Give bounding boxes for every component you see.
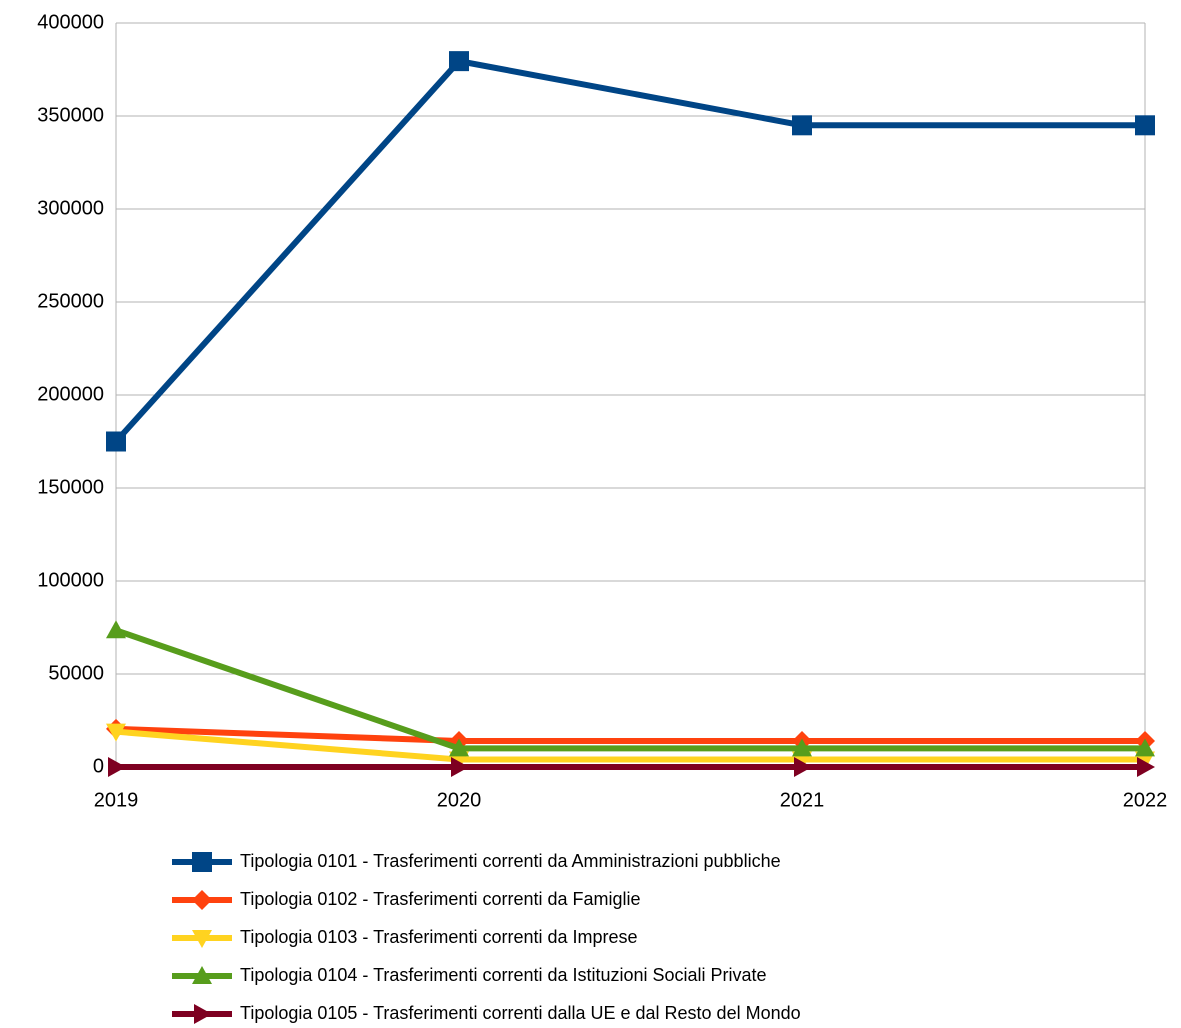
marker — [451, 757, 469, 777]
x-tick-label: 2020 — [437, 789, 482, 811]
series-line — [115, 627, 1145, 752]
series-line — [115, 728, 1145, 763]
y-tick-label: 300000 — [37, 197, 104, 219]
marker — [449, 51, 469, 72]
y-tick-label: 350000 — [37, 104, 104, 126]
marker — [792, 115, 812, 136]
marker — [192, 890, 212, 910]
y-tick-label: 150000 — [37, 476, 104, 498]
legend-text: Tipologia 0104 - Trasferimenti correnti … — [240, 965, 767, 985]
marker — [192, 966, 212, 984]
marker — [794, 757, 812, 777]
marker — [1135, 115, 1155, 136]
marker — [192, 930, 212, 948]
legend-text: Tipologia 0102 - Trasferimenti correnti … — [240, 889, 641, 909]
legend-text: Tipologia 0103 - Trasferimenti correnti … — [240, 927, 638, 947]
marker — [106, 620, 126, 639]
legend-text: Tipologia 0105 - Trasferimenti correnti … — [240, 1003, 801, 1023]
x-tick-label: 2022 — [1123, 789, 1168, 811]
marker — [106, 723, 126, 742]
marker — [106, 431, 126, 452]
series-line — [113, 58, 1145, 444]
x-tick-label: 2021 — [780, 789, 825, 811]
legend-text: Tipologia 0101 - Trasferimenti correnti … — [240, 851, 781, 871]
marker — [192, 852, 212, 872]
y-tick-label: 200000 — [37, 383, 104, 405]
marker — [1137, 757, 1155, 777]
y-tick-label: 250000 — [37, 290, 104, 312]
x-tick-label: 2019 — [94, 789, 139, 811]
series-line — [115, 725, 1145, 744]
marker — [1135, 738, 1155, 757]
y-tick-label: 400000 — [37, 11, 104, 33]
marker — [108, 757, 126, 777]
y-tick-label: 0 — [93, 755, 104, 777]
marker — [792, 738, 812, 757]
marker — [194, 1004, 212, 1024]
y-tick-label: 50000 — [48, 662, 104, 684]
y-tick-label: 100000 — [37, 569, 104, 591]
marker — [449, 738, 469, 757]
